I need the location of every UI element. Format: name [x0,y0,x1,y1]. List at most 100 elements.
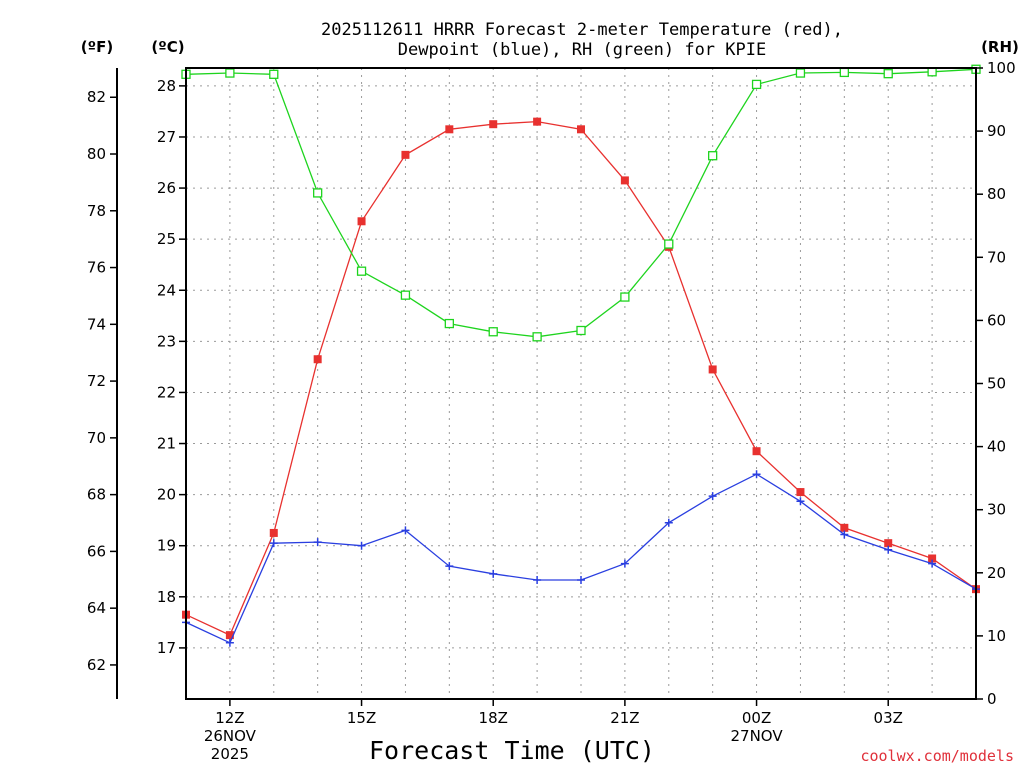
x-tick-label: 21Z [610,709,639,727]
2-meter-temperature-point [620,176,629,185]
fahrenheit-tick-label: 74 [87,315,106,333]
x-tick-label: 15Z [347,709,376,727]
2-meter-temperature-point [533,117,542,126]
x-tick-label: 26NOV [204,727,257,745]
rh-point [313,188,323,198]
rh-tick-label: 30 [987,501,1006,519]
celsius-tick-label: 23 [157,332,176,350]
x-tick-label: 18Z [479,709,508,727]
celsius-tick-label: 25 [157,230,176,248]
2-meter-temperature-point [752,447,761,456]
fahrenheit-tick-label: 66 [87,542,106,560]
rh-point [269,69,279,79]
rh-tick-label: 80 [987,185,1006,203]
fahrenheit-tick-label: 78 [87,202,106,220]
dewpoint-point [708,492,717,501]
dewpoint-point [752,470,761,479]
rh-point [576,325,586,336]
tick-labels: 17 18 19 20 21 22 23 24 25 26 27 28 62 64 66 68 70 72 74 76… [87,59,1016,763]
x-axis-label: Forecast Time (UTC) [369,736,655,765]
2-meter-temperature-point [269,528,278,537]
2-meter-temperature-point [796,488,805,497]
2-meter-temperature-point [313,355,322,364]
x-tick-label: 03Z [874,709,903,727]
2-meter-temperature-point [401,150,410,159]
dewpoint-point [840,530,849,539]
x-tick-label: 2025 [211,745,249,763]
credit-text: coolwx.com/models [860,747,1014,765]
celsius-tick-label: 27 [157,128,176,146]
rh-point [532,332,542,342]
celsius-tick-label: 26 [157,179,176,197]
2-meter-temperature-point [357,217,366,226]
series-layer [181,64,981,647]
dewpoint-point [225,638,234,647]
dewpoint-point [357,541,366,550]
rh-tick-label: 100 [987,59,1016,77]
dewpoint-point [796,497,805,506]
rh-point [708,151,718,161]
2-meter-temperature-point [489,120,498,129]
2-meter-temperature-point [708,365,717,374]
2-meter-temperature-point [225,631,234,640]
rh-tick-label: 60 [987,311,1006,329]
dewpoint-point [577,575,585,584]
celsius-tick-label: 21 [157,435,176,453]
dewpoint-point [489,569,498,578]
fahrenheit-tick-label: 62 [87,656,106,674]
rh-point [620,292,630,302]
dewpoint-point [620,559,629,568]
dewpoint-point [313,538,322,547]
2-meter-temperature-point [577,125,585,134]
2-meter-temperature-point [445,125,454,134]
celsius-tick-label: 20 [157,486,176,504]
axes [110,67,983,706]
fahrenheit-tick-label: 72 [87,372,106,390]
celsius-tick-label: 28 [157,77,176,95]
rh-tick-label: 70 [987,248,1006,266]
2-meter-temperature-point [884,539,893,548]
dewpoint-point [533,575,542,584]
2-meter-temperature-point [928,554,937,563]
chart-title-line1: 2025112611 HRRR Forecast 2-meter Tempera… [321,20,843,40]
rh-point [225,68,235,78]
fahrenheit-tick-label: 80 [87,145,106,163]
x-tick-label: 00Z [742,709,771,727]
dewpoint-point [884,545,893,554]
celsius-tick-label: 17 [157,639,176,657]
rh-line [185,68,977,338]
fahrenheit-tick-label: 64 [87,599,106,617]
x-tick-label: 12Z [215,709,244,727]
dewpoint-point [445,562,454,571]
rh-point [883,69,893,79]
rh-point [400,290,411,300]
fahrenheit-unit-label: (ºF) [81,38,113,56]
rh-point [356,266,367,276]
celsius-unit-label: (ºC) [151,38,184,56]
dewpoint-point [664,518,673,527]
rh-tick-label: 90 [987,122,1006,140]
celsius-tick-label: 19 [157,537,176,555]
rh-point [664,239,674,249]
rh-point [839,67,849,78]
rh-tick-label: 50 [987,375,1006,393]
fahrenheit-tick-label: 68 [87,486,106,504]
2-meter-temperature-point [840,523,849,532]
rh-unit-label: (RH) [981,38,1019,56]
rh-point [488,327,498,337]
fahrenheit-tick-label: 76 [87,259,106,277]
celsius-tick-label: 18 [157,588,176,606]
fahrenheit-tick-label: 70 [87,429,106,447]
celsius-tick-label: 22 [157,383,176,401]
rh-point [795,68,806,78]
rh-point [751,79,762,90]
rh-tick-label: 40 [987,438,1006,456]
rh-tick-label: 20 [987,564,1006,582]
dewpoint-point [928,559,937,568]
x-tick-label: 27NOV [730,727,783,745]
grid-lines [186,68,976,699]
celsius-tick-label: 24 [157,281,176,299]
chart-title-line2: Dewpoint (blue), RH (green) for KPIE [398,40,766,60]
dewpoint-point [401,526,410,535]
